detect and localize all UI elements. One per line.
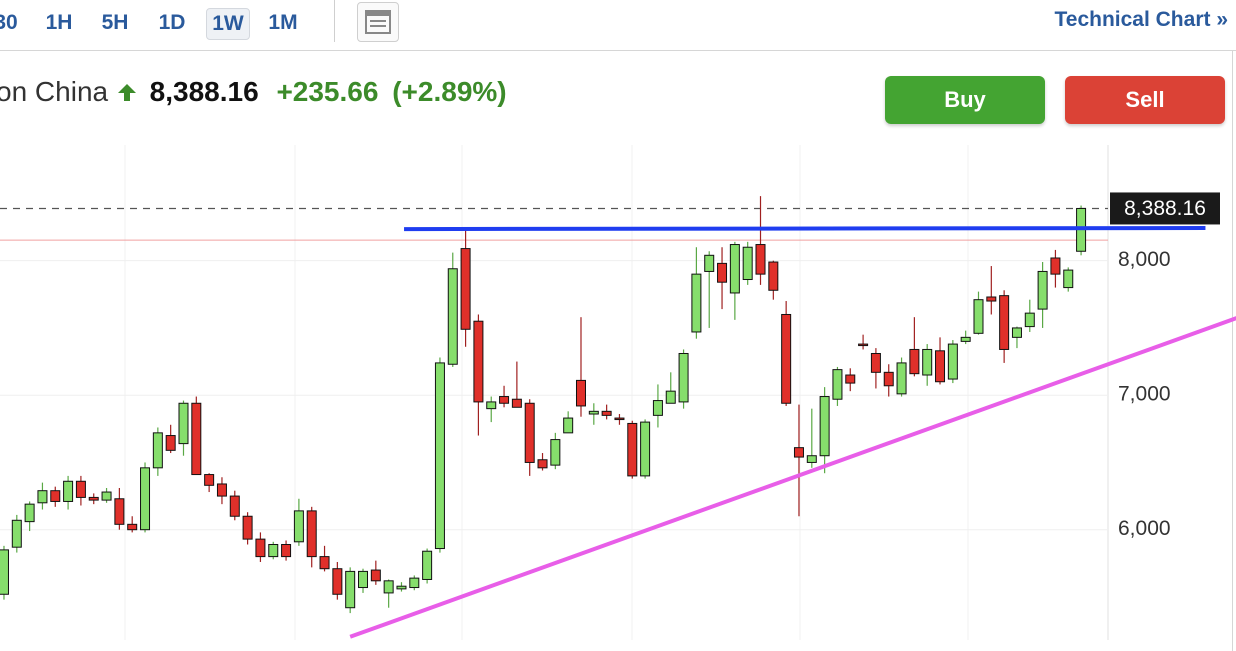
tab-1w[interactable]: 1W xyxy=(206,8,250,40)
chart-panel xyxy=(0,51,1233,651)
up-arrow xyxy=(117,84,136,101)
tab-1m[interactable]: 1M xyxy=(268,11,298,34)
buy-button[interactable]: Buy xyxy=(885,76,1045,124)
tab-30[interactable]: 30 xyxy=(0,11,18,34)
toolbar: 30 1H 5H 1D 1W 1M Technical Chart » xyxy=(0,0,1236,51)
tab-1d[interactable]: 1D xyxy=(158,11,186,34)
icon-bar xyxy=(366,11,390,16)
up-arrow-shape xyxy=(117,84,136,101)
sell-button[interactable]: Sell xyxy=(1065,76,1225,124)
tab-5h[interactable]: 5H xyxy=(101,11,129,34)
quote-header: on China 8,388.16 +235.66 (+2.89%) xyxy=(0,76,507,108)
change-percent: (+2.89%) xyxy=(392,76,507,107)
change: +235.66 xyxy=(276,76,379,107)
separator xyxy=(334,0,335,42)
price: 8,388.16 xyxy=(149,76,259,107)
instrument-name: on China xyxy=(0,76,109,107)
technical-chart-link[interactable]: Technical Chart » xyxy=(1054,8,1229,31)
layout-icon[interactable] xyxy=(357,2,399,42)
icon-graphic xyxy=(365,10,391,34)
tab-1h[interactable]: 1H xyxy=(45,11,73,34)
